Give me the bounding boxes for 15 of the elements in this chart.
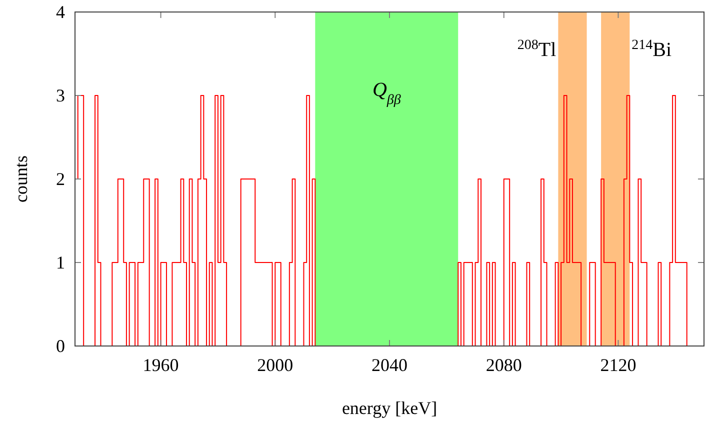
y-tick-label: 1 [56,252,65,272]
y-tick-label: 3 [56,86,65,106]
x-tick-label: 2040 [372,355,408,375]
band-label: $^{214}$Bi [632,38,672,61]
x-tick-label: 2120 [600,355,636,375]
y-tick-label: 4 [56,2,65,22]
x-tick-label: 2000 [257,355,294,375]
band-label: Q$_{ββ}$ [372,79,401,108]
y-tick-label: 0 [56,336,65,356]
band-label: $^{208}$Tl [517,38,557,61]
x-tick-label: 2080 [486,355,522,375]
x-tick-label: 1960 [142,355,179,375]
x-axis-title: energy [keV] [342,398,438,418]
y-tick-label: 2 [56,169,65,189]
y-axis-title: counts [11,156,31,202]
